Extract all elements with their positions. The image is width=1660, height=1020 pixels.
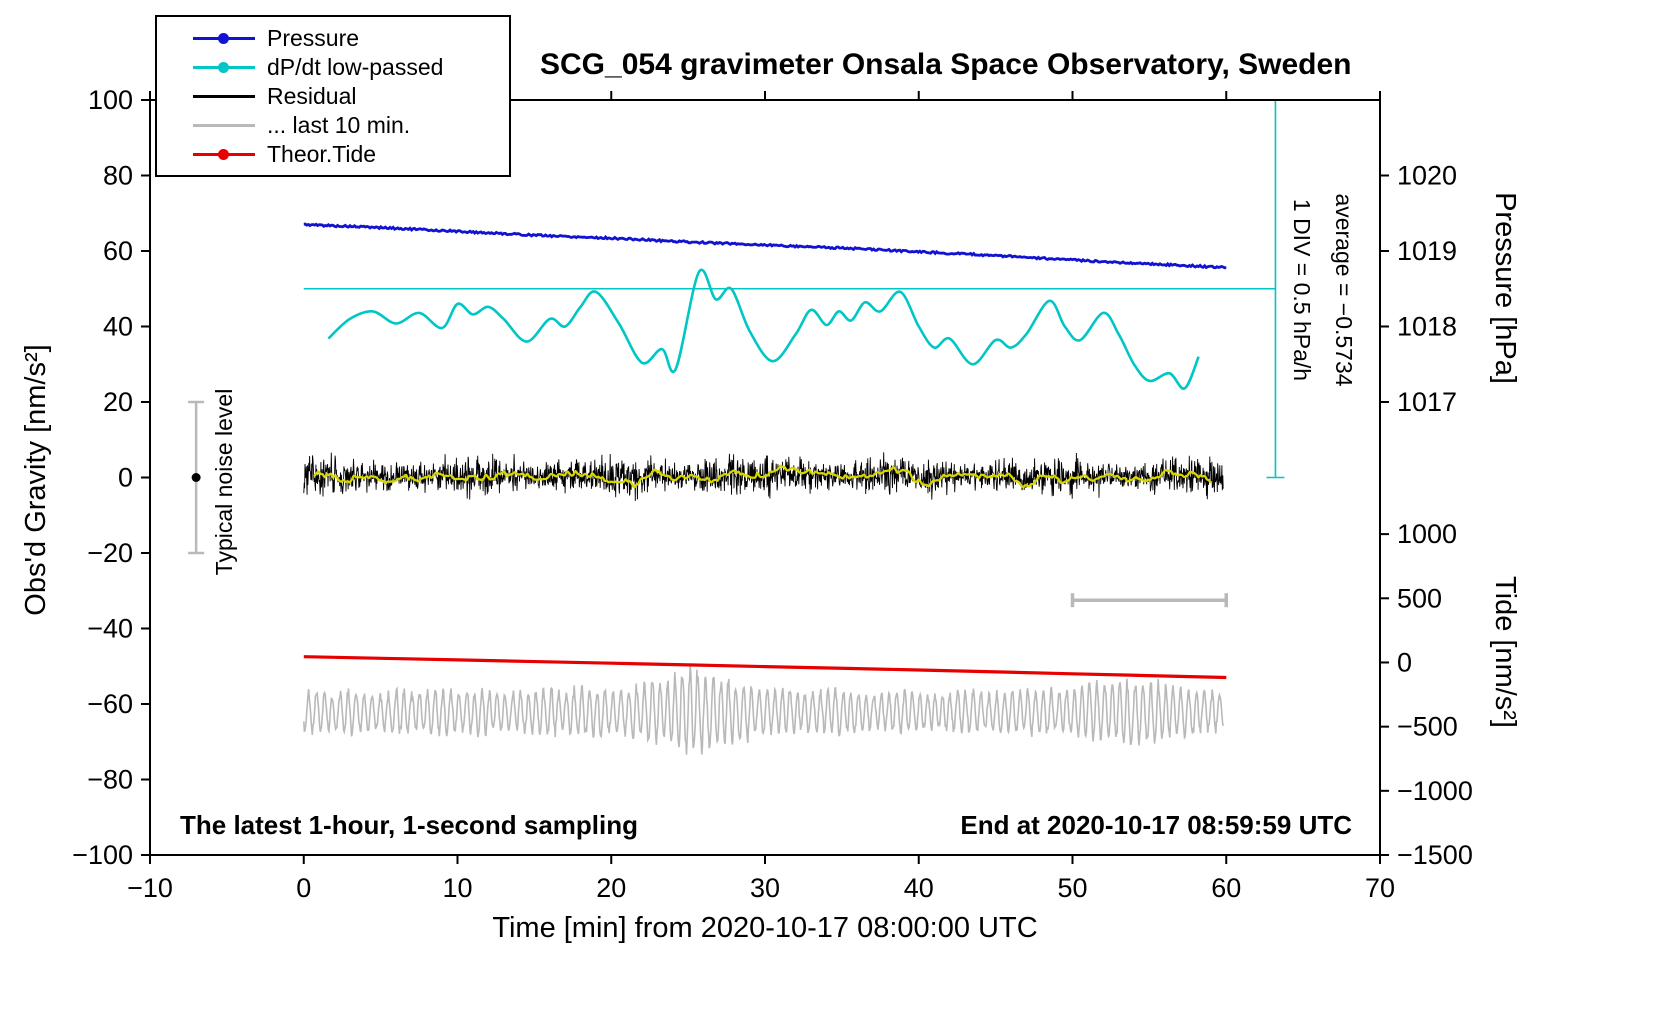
- series-last-10-min: [303, 666, 1224, 755]
- x-tick-label: 30: [750, 873, 780, 903]
- legend-item: Theor.Tide: [157, 140, 509, 169]
- series-residual: [303, 452, 1224, 502]
- y-left-tick-label: 80: [103, 161, 133, 191]
- y-left-tick-label: −80: [87, 765, 133, 795]
- series-pressure: [303, 222, 1227, 270]
- footer-sampling-note: The latest 1-hour, 1-second sampling: [180, 810, 638, 840]
- div-scale-label: 1 DIV = 0.5 hPa/h: [1289, 198, 1315, 382]
- series-residual-smoothed: [313, 464, 1212, 489]
- x-tick-label: 20: [596, 873, 626, 903]
- legend-marker-dot: [218, 33, 229, 44]
- pressure-tick-label: 1019: [1397, 236, 1457, 266]
- tide-tick-label: 1000: [1397, 519, 1457, 549]
- y-axis-label-pressure: Pressure [hPa]: [1489, 192, 1521, 384]
- y-left-tick-label: 0: [118, 463, 133, 493]
- legend-sample-line: [193, 147, 255, 162]
- x-tick-label: 70: [1365, 873, 1395, 903]
- legend-sample-line: [193, 31, 255, 46]
- legend-label: dP/dt low-passed: [267, 54, 444, 80]
- legend-item: Pressure: [157, 24, 509, 53]
- y-left-tick-label: 60: [103, 236, 133, 266]
- average-label: average = −0.5734: [1331, 193, 1357, 387]
- x-axis-label: Time [min] from 2020-10-17 08:00:00 UTC: [492, 912, 1038, 944]
- legend-sample-line: [193, 89, 255, 104]
- x-tick-label: 60: [1211, 873, 1241, 903]
- legend-marker-dot: [218, 62, 229, 73]
- chart-title: SCG_054 gravimeter Onsala Space Observat…: [540, 48, 1352, 81]
- legend-label: Residual: [267, 83, 357, 109]
- x-tick-label: 40: [904, 873, 934, 903]
- tide-tick-label: −1500: [1397, 840, 1473, 870]
- footer-end-time: End at 2020-10-17 08:59:59 UTC: [960, 810, 1352, 840]
- x-tick-label: 50: [1057, 873, 1087, 903]
- legend-sample-line: [193, 60, 255, 75]
- y-left-tick-label: 100: [88, 85, 133, 115]
- x-tick-label: 0: [296, 873, 311, 903]
- legend-label: Pressure: [267, 25, 360, 51]
- legend: Pressure dP/dt low-passed Residual ... last…: [155, 15, 511, 177]
- legend-item: ... last 10 min.: [157, 111, 509, 140]
- y-axis-label-tide: Tide [nm/s²]: [1489, 575, 1521, 728]
- series-theor-tide: [303, 655, 1227, 680]
- legend-marker-dot: [218, 149, 229, 160]
- legend-label: Theor.Tide: [267, 141, 377, 167]
- legend-item: Residual: [157, 82, 509, 111]
- x-tick-label: −10: [127, 873, 173, 903]
- tide-tick-label: −500: [1397, 712, 1458, 742]
- y-left-tick-label: −60: [87, 689, 133, 719]
- legend-sample-line: [193, 118, 255, 133]
- typical-noise-label: Typical noise level: [211, 388, 237, 576]
- tide-tick-label: −1000: [1397, 776, 1473, 806]
- y-left-tick-label: 40: [103, 312, 133, 342]
- legend-item: dP/dt low-passed: [157, 53, 509, 82]
- tide-tick-label: 500: [1397, 583, 1442, 613]
- y-left-tick-label: −100: [72, 840, 133, 870]
- tide-tick-label: 0: [1397, 647, 1412, 677]
- noise-level-dot: [191, 473, 201, 482]
- pressure-tick-label: 1020: [1397, 161, 1457, 191]
- pressure-tick-label: 1018: [1397, 312, 1457, 342]
- legend-label: ... last 10 min.: [267, 112, 411, 138]
- y-left-tick-label: −20: [87, 538, 133, 568]
- y-axis-label-left: Obs'd Gravity [nm/s²]: [20, 344, 52, 616]
- pressure-tick-label: 1017: [1397, 387, 1457, 417]
- y-left-tick-label: 20: [103, 387, 133, 417]
- y-left-tick-label: −40: [87, 614, 133, 644]
- series-dpdt: [327, 268, 1200, 390]
- x-tick-label: 10: [442, 873, 472, 903]
